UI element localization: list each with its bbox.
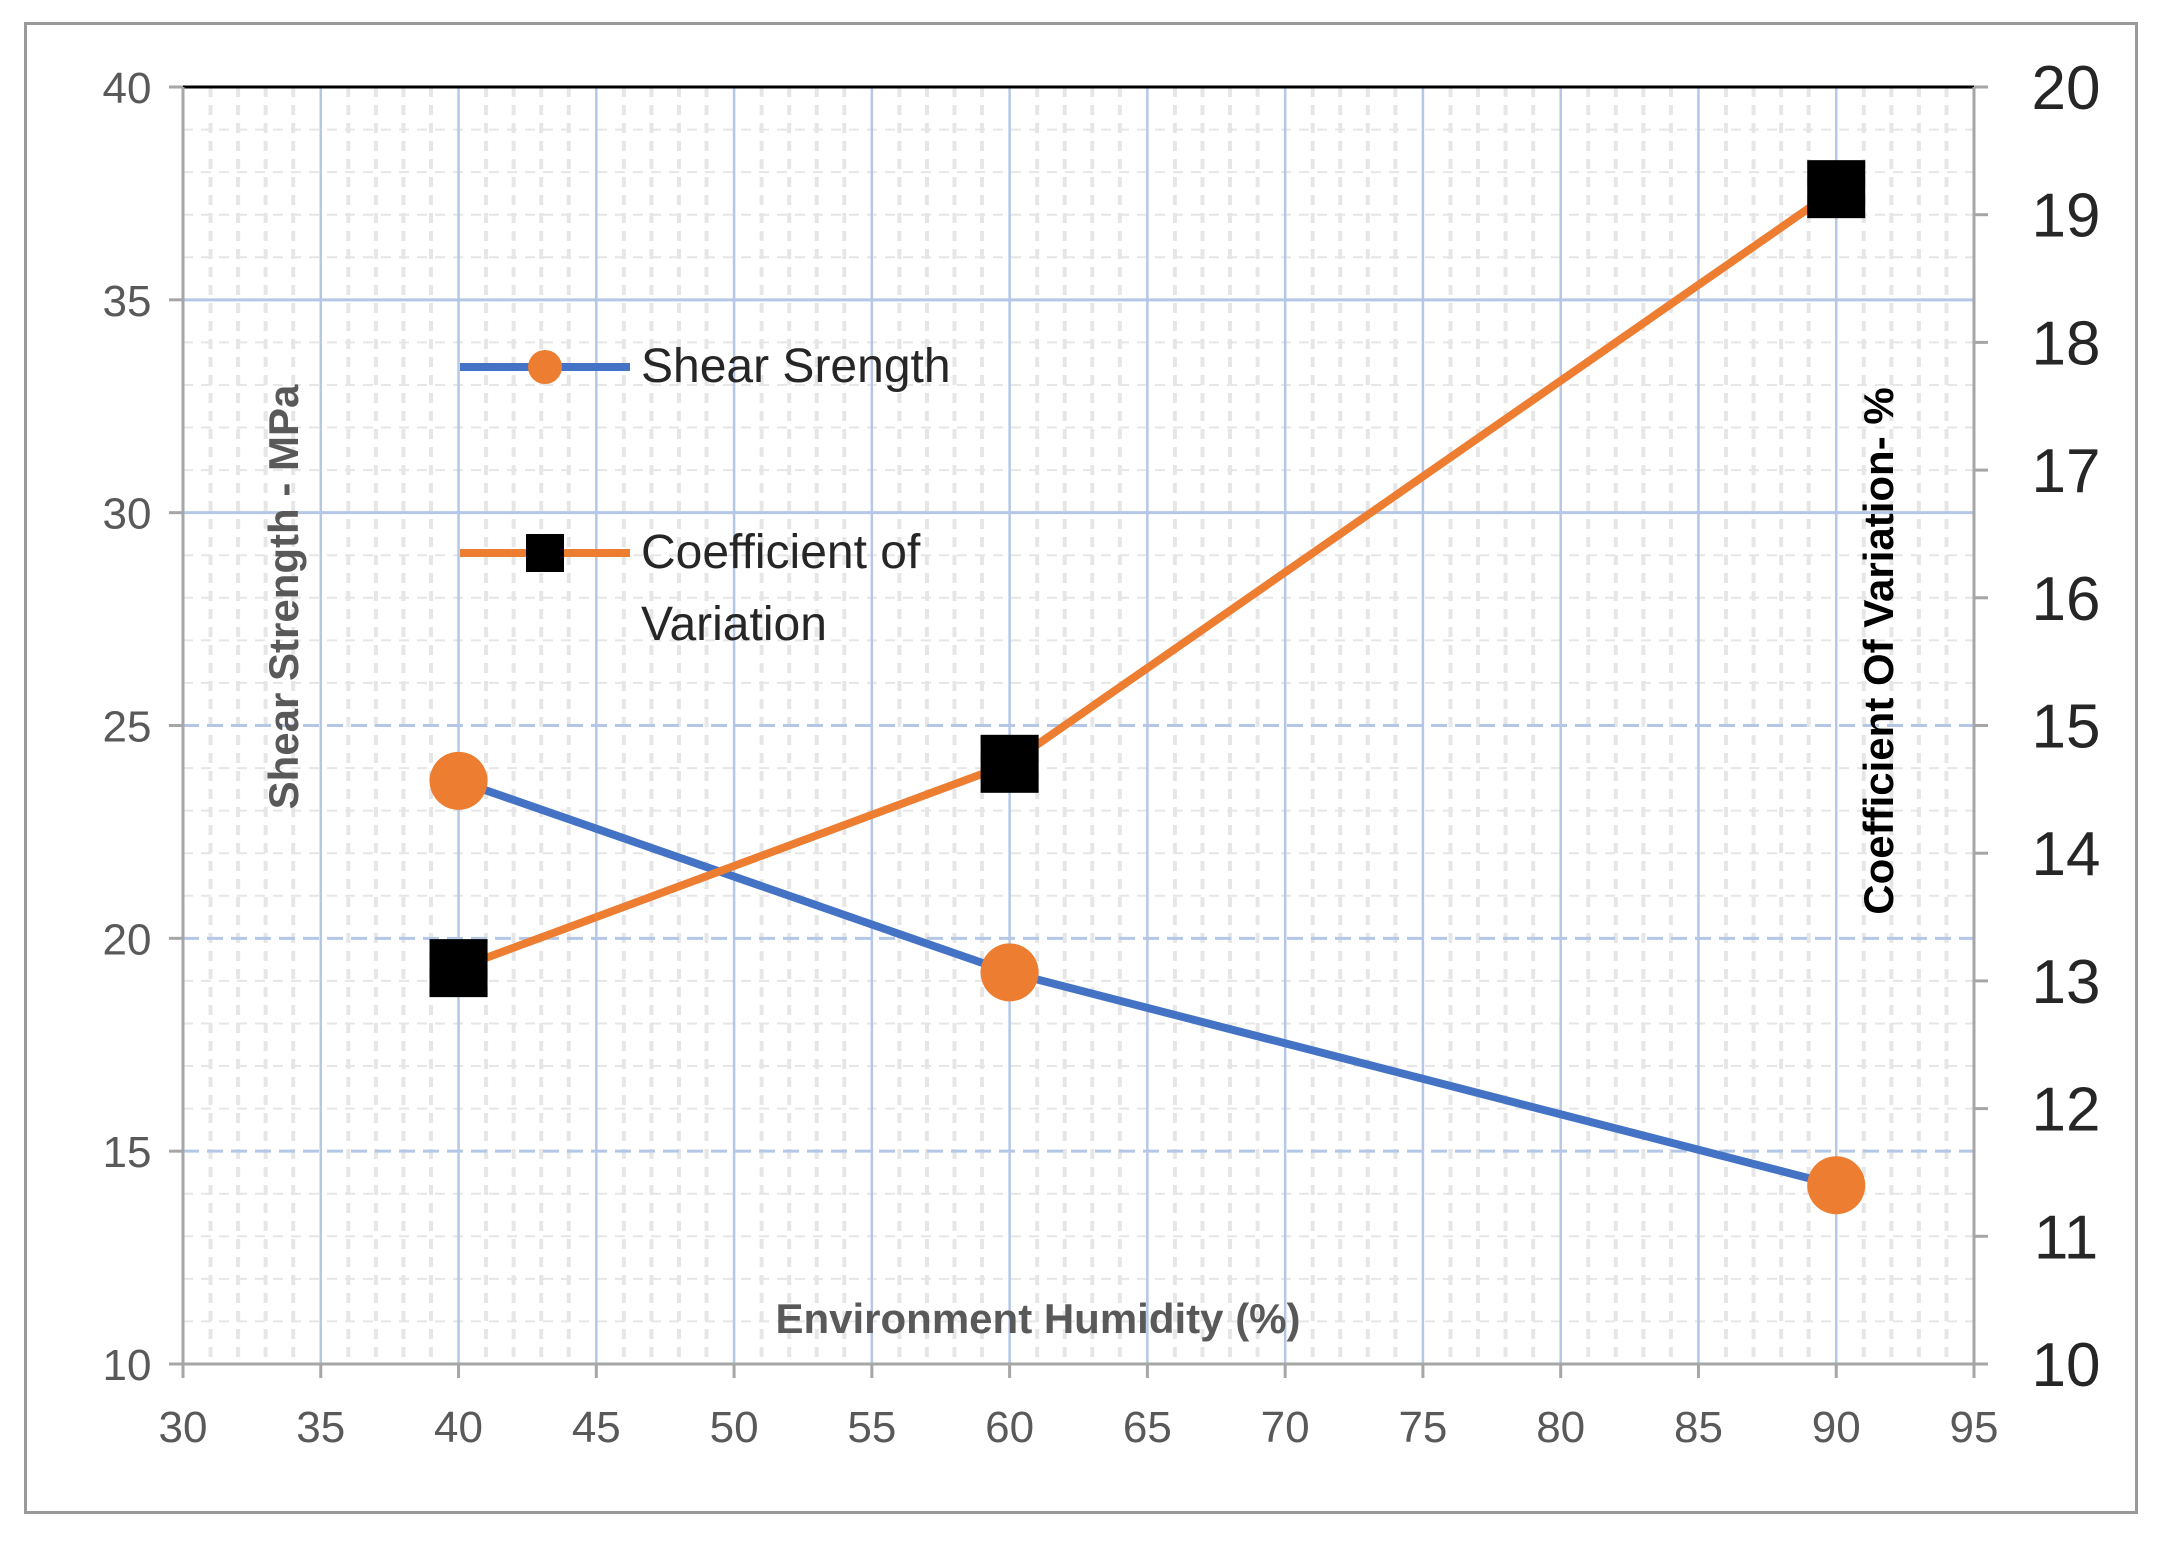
y-left-tick-label: 35 — [103, 277, 152, 326]
x-tick-label: 90 — [1812, 1403, 1861, 1452]
legend-shear-label: Shear Srength — [641, 340, 951, 393]
y-right-tick-label: 15 — [2032, 693, 2101, 762]
y-right-tick-label: 14 — [2032, 820, 2101, 889]
x-tick-label: 95 — [1950, 1403, 1999, 1452]
x-tick-label: 45 — [572, 1403, 621, 1452]
y-right-tick-label: 10 — [2032, 1331, 2101, 1400]
x-axis-tick-labels: 30 35 40 45 50 55 60 65 70 75 80 85 90 95 — [159, 1403, 1999, 1452]
x-tick-label: 80 — [1536, 1403, 1585, 1452]
y-right-tick-label: 13 — [2032, 948, 2101, 1017]
x-tick-label: 75 — [1398, 1403, 1447, 1452]
x-tick-label: 55 — [847, 1403, 896, 1452]
legend-cov-label-line1: Coefficient of — [641, 526, 921, 579]
x-tick-label: 35 — [296, 1403, 345, 1452]
coefficient-of-variation-point — [980, 734, 1039, 793]
y-left-tick-label: 40 — [103, 64, 152, 113]
shear-strength-point — [980, 943, 1039, 1002]
legend-cov-label-line2: Variation — [641, 598, 827, 651]
y-left-tick-label: 15 — [103, 1128, 152, 1177]
y-right-tick-label: 11 — [2034, 1203, 2098, 1272]
legend: Shear Srength Coefficient of Variation — [460, 340, 951, 651]
right-axis-tick-labels: 10 11 12 13 14 15 16 17 18 19 20 — [2032, 54, 2101, 1400]
y-right-axis-title: Coefficient Of Variation- % — [1855, 387, 1902, 914]
shear-strength-point — [429, 751, 488, 810]
x-tick-label: 65 — [1123, 1403, 1172, 1452]
y-right-tick-label: 17 — [2032, 437, 2101, 506]
left-axis-tick-labels: 10 15 20 25 30 35 40 — [103, 64, 152, 1390]
legend-shear-marker — [528, 350, 562, 384]
x-tick-label: 50 — [710, 1403, 759, 1452]
shear-strength-point — [1807, 1156, 1866, 1215]
y-left-axis-title: Shear Strength - MPa — [260, 384, 307, 809]
y-right-tick-label: 12 — [2032, 1076, 2101, 1145]
series-layer — [429, 160, 1866, 1215]
legend-cov-marker — [526, 534, 564, 572]
x-tick-label: 30 — [159, 1403, 208, 1452]
y-right-tick-label: 18 — [2032, 309, 2101, 378]
y-right-tick-label: 19 — [2032, 182, 2101, 251]
x-axis-title: Environment Humidity (%) — [775, 1295, 1300, 1342]
y-left-tick-label: 30 — [103, 490, 152, 539]
coefficient-of-variation-point — [429, 939, 488, 998]
x-tick-label: 60 — [985, 1403, 1034, 1452]
y-right-tick-label: 20 — [2032, 54, 2101, 123]
y-left-tick-label: 25 — [103, 703, 152, 752]
y-left-tick-label: 10 — [103, 1341, 152, 1390]
x-tick-label: 70 — [1261, 1403, 1310, 1452]
coefficient-of-variation-point — [1807, 160, 1866, 219]
x-tick-label: 40 — [434, 1403, 483, 1452]
y-right-tick-label: 16 — [2032, 565, 2101, 634]
axes — [169, 85, 1988, 1378]
x-tick-label: 85 — [1674, 1403, 1723, 1452]
y-left-tick-label: 20 — [103, 915, 152, 964]
